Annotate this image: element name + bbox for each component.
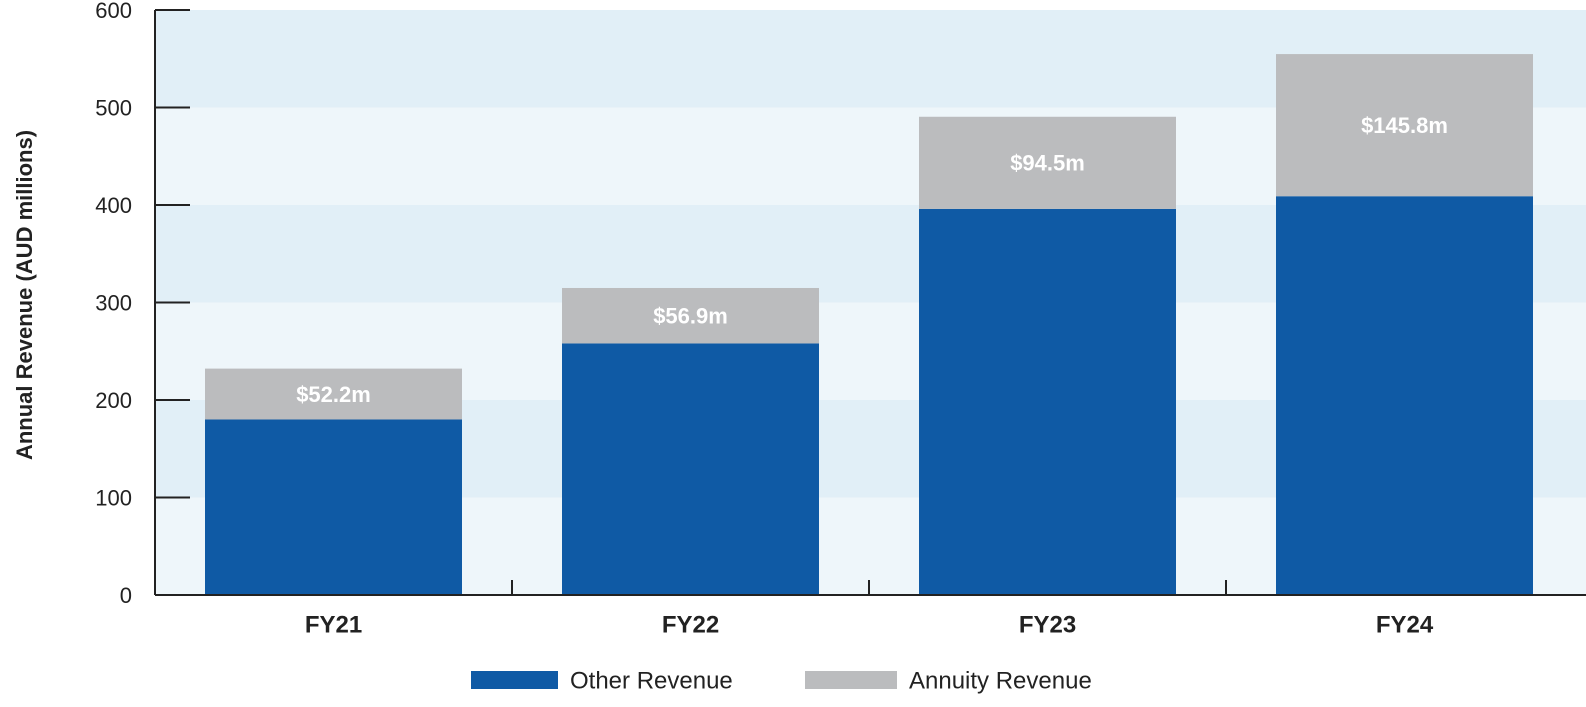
x-tick-label: FY23 (1019, 611, 1076, 638)
bar-segment (562, 343, 819, 595)
legend-swatch (805, 671, 897, 689)
bar-segment (205, 368, 462, 420)
bar-segment (205, 419, 462, 595)
legend-swatch (471, 671, 558, 689)
data-label: $145.8m (1361, 113, 1448, 138)
x-tick-label: FY24 (1376, 611, 1434, 638)
y-axis-label: Annual Revenue (AUD millions) (12, 130, 37, 460)
bar-segment (1276, 196, 1533, 595)
x-tick-label: FY21 (305, 611, 362, 638)
x-tick-label: FY22 (662, 611, 719, 638)
y-tick-label: 500 (95, 95, 132, 120)
data-label: $94.5m (1010, 151, 1085, 176)
legend-label: Other Revenue (570, 667, 733, 694)
bar-segment (562, 287, 819, 344)
y-tick-label: 200 (95, 388, 132, 413)
y-tick-label: 400 (95, 193, 132, 218)
y-tick-label: 0 (120, 583, 132, 608)
bar-segment (919, 116, 1176, 209)
bar-segment (1276, 54, 1533, 197)
y-tick-label: 100 (95, 485, 132, 510)
legend-label: Annuity Revenue (909, 667, 1092, 694)
bar-segment (919, 208, 1176, 595)
y-tick-label: 300 (95, 290, 132, 315)
data-label: $56.9m (653, 304, 728, 329)
y-tick-label: 600 (95, 0, 132, 23)
data-label: $52.2m (296, 382, 371, 407)
